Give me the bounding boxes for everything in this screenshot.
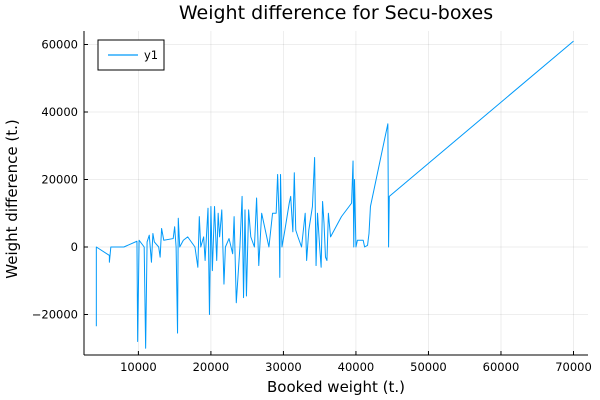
grid xyxy=(84,31,588,355)
x-tick-label: 10000 xyxy=(120,360,157,374)
y-tick-label: 20000 xyxy=(41,173,78,187)
y-tick-label: −20000 xyxy=(32,308,78,322)
x-tick-label: 50000 xyxy=(410,360,447,374)
x-tick-label: 70000 xyxy=(555,360,592,374)
y-tick-label: 60000 xyxy=(41,38,78,52)
x-tick-label: 60000 xyxy=(483,360,520,374)
legend: y1 xyxy=(97,39,165,71)
legend-label-y1: y1 xyxy=(144,48,158,62)
chart-title: Weight difference for Secu-boxes xyxy=(179,2,493,24)
x-axis-label: Booked weight (t.) xyxy=(267,378,405,396)
y-tick-label: 40000 xyxy=(41,105,78,119)
tick-labels: 10000 20000 30000 40000 50000 60000 70000 −2000… xyxy=(32,38,592,375)
series-layer xyxy=(95,40,574,349)
y-axis-label: Weight difference (t.) xyxy=(3,119,21,278)
series-line-y1 xyxy=(95,40,574,349)
x-tick-label: 40000 xyxy=(338,360,375,374)
x-tick-label: 20000 xyxy=(193,360,230,374)
axes xyxy=(83,31,588,356)
x-tick-label: 30000 xyxy=(265,360,302,374)
y-tick-label: 0 xyxy=(71,240,78,254)
